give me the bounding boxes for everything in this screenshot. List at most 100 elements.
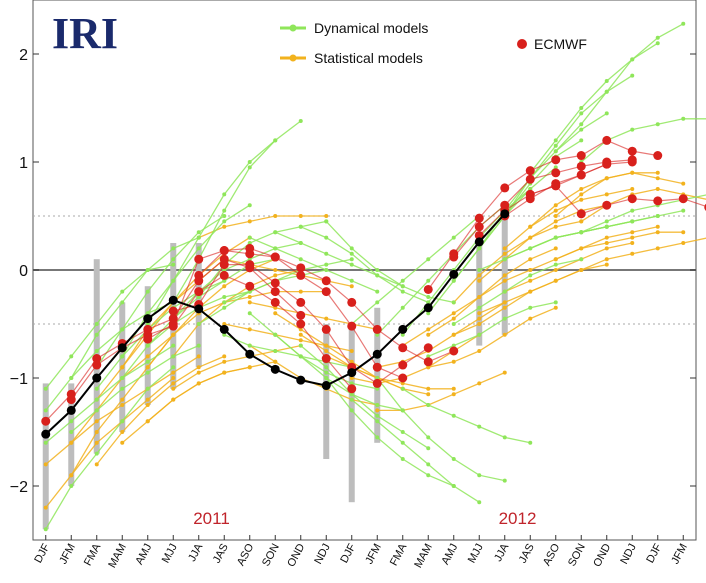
dynamical-model-point [196, 230, 201, 235]
ecmwf-point [551, 181, 561, 191]
dynamical-model-point [502, 316, 507, 321]
statistical-model-point [222, 284, 227, 289]
statistical-model-point [604, 241, 609, 245]
legend-ecmwf-label: ECMWF [534, 36, 587, 52]
dynamical-model-line [45, 301, 174, 411]
dynamical-model-point [273, 332, 278, 337]
statistical-model-point [145, 365, 150, 370]
dynamical-model-point [69, 419, 74, 424]
x-tick-label: OND [285, 542, 307, 569]
dynamical-model-point [528, 246, 533, 251]
ecmwf-point [41, 416, 51, 426]
statistical-model-point [681, 230, 686, 235]
dynamical-model-point [196, 246, 201, 251]
ecmwf-point [194, 287, 204, 297]
dynamical-model-point [324, 251, 329, 256]
spread-bar [323, 324, 330, 459]
spread-bar [476, 237, 483, 346]
dynamical-model-point [655, 41, 660, 46]
ecmwf-point [168, 319, 178, 329]
statistical-model-point [451, 311, 456, 316]
dynamical-model-point [120, 419, 125, 424]
dynamical-model-point [145, 268, 150, 272]
dynamical-model-point [655, 214, 660, 218]
dynamical-model-point [349, 392, 354, 397]
dynamical-model-point [477, 246, 482, 251]
observed-point [423, 303, 433, 313]
ecmwf-point [347, 297, 357, 307]
ecmwf-point [372, 378, 382, 388]
dynamical-model-line [121, 204, 251, 357]
statistical-model-point [171, 386, 176, 391]
ecmwf-point [551, 155, 561, 165]
dynamical-model-point [451, 300, 456, 305]
statistical-model-point [451, 386, 456, 391]
dynamical-model-point [324, 235, 329, 240]
statistical-model-point [298, 338, 303, 343]
dynamical-model-point [426, 354, 431, 359]
iri-logo: IRI [52, 9, 118, 58]
statistical-model-point [298, 327, 303, 332]
statistical-model-line [555, 231, 684, 260]
dynamical-model-point [273, 138, 278, 143]
dynamical-model-point [426, 403, 431, 407]
ecmwf-point [474, 222, 484, 232]
statistical-model-line [70, 355, 200, 444]
statistical-model-point [94, 430, 99, 434]
statistical-model-point [426, 332, 431, 337]
spread-bar [42, 383, 49, 530]
statistical-model-line [427, 247, 557, 336]
dynamical-model-line [147, 139, 276, 325]
dynamical-model-point [324, 219, 329, 224]
ecmwf-point [423, 343, 433, 353]
statistical-model-line [402, 269, 531, 347]
statistical-model-point [655, 224, 660, 229]
dynamical-model-point [222, 332, 227, 337]
statistical-model-point [604, 192, 609, 197]
statistical-model-point [553, 305, 558, 310]
statistical-model-line [555, 172, 684, 217]
x-tick-label: SON [566, 542, 588, 569]
dynamical-model-line [504, 75, 633, 217]
statistical-model-point [579, 197, 584, 202]
dynamical-model-line [427, 301, 556, 357]
dynamical-model-point [630, 219, 635, 224]
statistical-model-point [553, 268, 558, 272]
dynamical-model-point [681, 21, 686, 26]
dynamical-model-line [45, 345, 174, 444]
y-tick-label: −1 [10, 371, 28, 388]
y-tick-label: −2 [10, 479, 28, 496]
statistical-model-point [604, 176, 609, 181]
observed-point [219, 324, 229, 334]
statistical-model-point [604, 257, 609, 262]
dynamical-model-point [273, 349, 278, 353]
dynamical-model-line [96, 280, 225, 390]
dynamical-model-point [477, 332, 482, 337]
observed-point [117, 343, 127, 353]
statistical-model-point [196, 381, 201, 386]
statistical-model-point [451, 359, 456, 364]
statistical-model-point [171, 370, 176, 375]
statistical-model-point [579, 192, 584, 197]
x-tick-label: MAM [106, 542, 129, 570]
statistical-model-line [96, 355, 225, 465]
dynamical-model-point [43, 386, 48, 391]
dynamical-model-point [502, 289, 507, 294]
ecmwf-point [270, 287, 280, 297]
ecmwf-point [194, 254, 204, 264]
statistical-model-point [171, 397, 176, 402]
dynamical-model-point [94, 386, 99, 391]
x-tick-label: JFM [669, 542, 690, 567]
dynamical-model-line [274, 231, 404, 287]
dynamical-model-line [274, 334, 403, 412]
statistical-model-point [553, 208, 558, 213]
dynamical-model-point [120, 354, 125, 359]
y-axis: 2 1 0 −1 −2 [10, 47, 696, 496]
dynamical-model-point [324, 268, 329, 272]
dynamical-model-point [528, 187, 533, 191]
dynamical-model-point [579, 138, 584, 143]
dynamical-model-point [655, 35, 660, 40]
dynamical-model-point [630, 208, 635, 213]
statistical-model-point [553, 246, 558, 251]
ecmwf-point [296, 270, 306, 280]
